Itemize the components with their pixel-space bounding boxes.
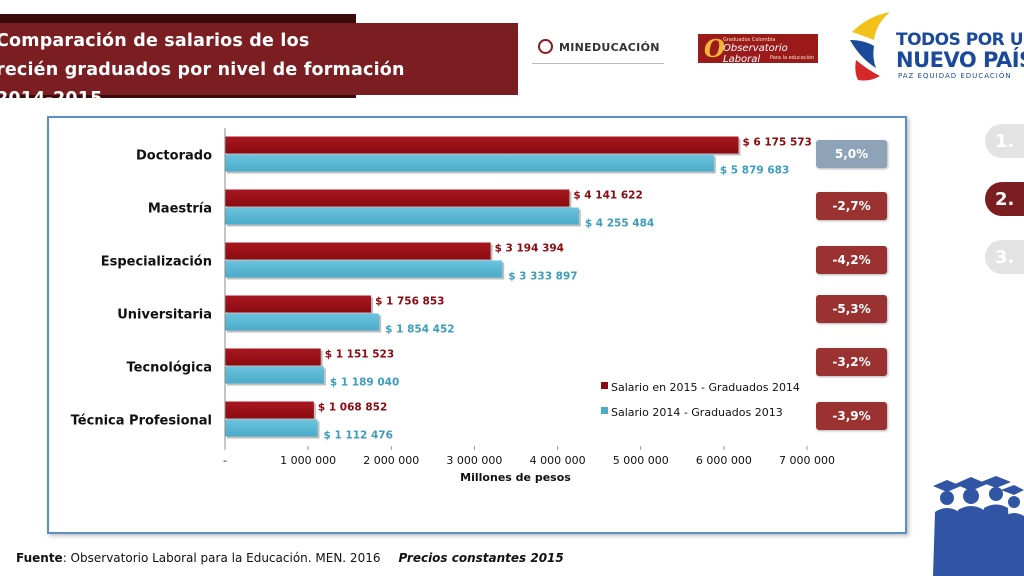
change-badge: -3,2%	[816, 348, 887, 376]
data-label: $ 4 141 622	[573, 190, 642, 202]
mineducacion-text: MINEDUCACIÓN	[559, 41, 660, 54]
category-label: Especialización	[101, 255, 212, 270]
x-tick-label: 7 000 000	[779, 454, 835, 467]
footer-prices-note: Precios constantes 2015	[398, 551, 564, 565]
nav-step-1[interactable]: 1.	[985, 124, 1024, 158]
flag-swoosh-icon	[850, 12, 890, 81]
x-axis-title: Millones de pesos	[460, 471, 571, 484]
x-tick-label: -	[223, 454, 227, 467]
mineducacion-logo: MINEDUCACIÓN	[532, 33, 664, 64]
legend-label: Salario en 2015 - Graduados 2014	[611, 381, 800, 394]
data-label: $ 1 068 852	[318, 402, 387, 414]
nav-step-2[interactable]: 2.	[985, 182, 1024, 216]
graduates-icon	[933, 476, 1024, 576]
gov-logo-line-1: TODOS POR UN	[896, 30, 1024, 50]
bar-salary-2014	[225, 207, 579, 225]
category-label: Maestría	[148, 202, 212, 217]
ole-small-text-2: Para la educación	[770, 55, 815, 61]
bar-salary-2014	[225, 313, 380, 331]
data-label: $ 4 255 484	[585, 218, 654, 230]
bar-salary-2015	[225, 295, 372, 313]
x-tick-label: 6 000 000	[696, 454, 752, 467]
legend-label: Salario 2014 - Graduados 2013	[611, 406, 783, 419]
x-tick-label: 1 000 000	[280, 454, 336, 467]
gov-logo-line-3: PAZ EQUIDAD EDUCACIÓN	[898, 72, 1012, 80]
change-badge: 5,0%	[816, 140, 887, 168]
nav-step-3[interactable]: 3.	[985, 240, 1024, 274]
change-badge: -4,2%	[816, 246, 887, 274]
title-line-1: Comparación de salarios de los	[0, 31, 310, 51]
category-label: Tecnológica	[127, 361, 212, 376]
bar-salary-2014	[225, 419, 318, 437]
todos-por-un-nuevo-pais-logo: TODOS POR UN NUEVO PAÍS PAZ EQUIDAD EDUC…	[846, 10, 1024, 86]
data-label: $ 3 194 394	[495, 243, 564, 255]
gov-logo-line-2: NUEVO PAÍS	[896, 48, 1024, 72]
page-title: Comparación de salarios de los recién gr…	[0, 27, 436, 114]
data-label: $ 5 879 683	[720, 165, 789, 177]
ole-o-mark-icon: O	[704, 34, 725, 63]
title-line-2: recién graduados por nivel de formación	[0, 60, 405, 80]
legend-swatch	[601, 407, 608, 414]
chart-frame	[47, 116, 907, 534]
title-banner: Comparación de salarios de los recién gr…	[0, 14, 518, 109]
data-label: $ 1 854 452	[385, 324, 454, 336]
coat-of-arms-icon	[538, 39, 553, 54]
data-label: $ 1 189 040	[330, 377, 399, 389]
x-tick-label: 5 000 000	[613, 454, 669, 467]
footer-note: Fuente: Observatorio Laboral para la Edu…	[16, 551, 564, 565]
bar-salary-2015	[225, 401, 314, 419]
category-label: Universitaria	[117, 308, 212, 323]
change-badge: -2,7%	[816, 192, 887, 220]
category-label: Doctorado	[136, 149, 212, 164]
bar-salary-2014	[225, 154, 714, 172]
data-label: $ 1 112 476	[323, 430, 392, 442]
ole-small-text-1: Graduados Colombia	[723, 37, 776, 43]
x-tick-label: 2 000 000	[363, 454, 419, 467]
bar-salary-2015	[225, 136, 739, 154]
change-badge: -5,3%	[816, 295, 887, 323]
bar-salary-2015	[225, 242, 491, 260]
title-line-3: 2014-2015	[0, 89, 103, 109]
bar-salary-2014	[225, 260, 503, 278]
observatorio-laboral-logo: O Graduados Colombia Observatorio Labora…	[698, 34, 818, 65]
title-background: Comparación de salarios de los recién gr…	[0, 23, 518, 109]
bar-salary-2015	[225, 348, 321, 366]
bar-salary-2015	[225, 189, 570, 207]
bar-salary-2014	[225, 366, 324, 384]
x-tick-label: 4 000 000	[530, 454, 586, 467]
data-label: $ 6 175 573	[742, 137, 811, 149]
data-label: $ 3 333 897	[508, 271, 577, 283]
ole-main-text: Observatorio Laboral	[723, 43, 788, 65]
footer-source-text: : Observatorio Laboral para la Educación…	[62, 551, 381, 565]
legend-swatch	[601, 382, 608, 389]
footer-source-label: Fuente	[16, 551, 63, 565]
data-label: $ 1 756 853	[375, 296, 444, 308]
category-label: Técnica Profesional	[71, 414, 212, 429]
data-label: $ 1 151 523	[325, 349, 394, 361]
change-badge: -3,9%	[816, 402, 887, 430]
x-tick-label: 3 000 000	[446, 454, 502, 467]
